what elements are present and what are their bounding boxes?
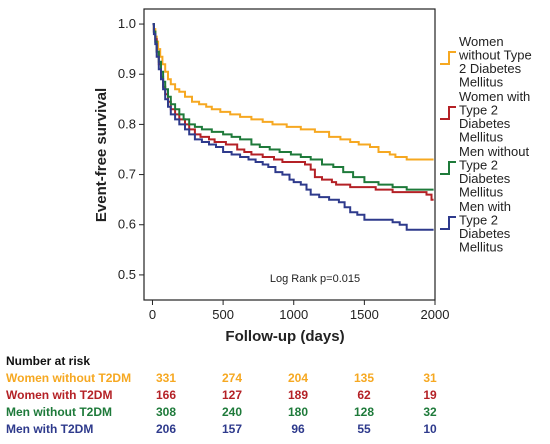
legend-swatch [440, 106, 456, 120]
survival-series [152, 23, 434, 231]
risk-count: 10 [423, 422, 437, 436]
legend-label-line: Women with [459, 89, 530, 104]
x-tick-label: 1500 [350, 307, 379, 322]
series-line-2 [152, 23, 434, 201]
x-axis-title: Follow-up (days) [225, 328, 344, 345]
risk-count: 135 [353, 371, 375, 385]
legend-label-line: Men with [459, 199, 511, 214]
legend-label-line: Diabetes [459, 171, 511, 186]
series-line-4 [152, 23, 434, 231]
x-tick-label: 500 [212, 307, 234, 322]
risk-row-label: Men without T2DM [6, 405, 112, 419]
legend-label-line: without Type [458, 48, 532, 63]
risk-table-title: Number at risk [6, 354, 91, 368]
risk-count: 166 [155, 388, 177, 402]
legend-label-line: Type 2 [459, 213, 498, 228]
series-line-1 [152, 23, 434, 161]
y-tick-label: 0.6 [118, 217, 136, 232]
legend-label-line: 2 Diabetes [459, 61, 522, 76]
risk-count: 96 [291, 422, 305, 436]
x-tick-label: 2000 [421, 307, 450, 322]
survival-chart: 0.5 0.6 0.7 0.8 0.9 1.0 0 500 1000 1500 2000 Wome… [93, 8, 532, 345]
risk-count: 331 [155, 371, 177, 385]
risk-row-label: Men with T2DM [6, 422, 94, 436]
legend-label-line: Mellitus [459, 185, 504, 200]
legend-label-line: Diabetes [459, 226, 511, 241]
legend-label-line: Women [459, 34, 504, 49]
x-axis-ticks: 0 500 1000 1500 2000 [149, 300, 450, 322]
risk-row-label: Women with T2DM [6, 388, 113, 402]
risk-count: 31 [423, 371, 437, 385]
risk-row: Men with T2DM 206 157 96 55 10 [6, 421, 546, 438]
legend-label-line: Mellitus [459, 130, 504, 145]
series-line-3 [152, 23, 434, 191]
risk-row: Men without T2DM 308 240 180 128 32 [6, 404, 546, 421]
risk-count: 62 [357, 388, 371, 402]
y-tick-label: 0.7 [118, 167, 136, 182]
x-tick-label: 1000 [279, 307, 308, 322]
risk-count: 157 [221, 422, 243, 436]
legend-swatch [440, 216, 456, 230]
risk-count: 32 [423, 405, 437, 419]
y-axis-title: Event-free survival [93, 88, 110, 222]
log-rank-annotation: Log Rank p=0.015 [270, 273, 360, 285]
legend-label-line: Diabetes [459, 116, 511, 131]
risk-table-rows: Women without T2DM 331 274 204 135 31 Women wi… [6, 370, 546, 438]
risk-count: 19 [423, 388, 437, 402]
risk-count: 204 [287, 371, 309, 385]
risk-count: 55 [357, 422, 371, 436]
risk-count: 240 [221, 405, 243, 419]
x-tick-label: 0 [149, 307, 156, 322]
risk-count: 189 [287, 388, 309, 402]
risk-row: Women without T2DM 331 274 204 135 31 [6, 370, 546, 387]
legend-label-line: Type 2 [459, 158, 498, 173]
y-tick-label: 0.5 [118, 267, 136, 282]
legend-swatch [440, 161, 456, 175]
y-axis-ticks: 0.5 0.6 0.7 0.8 0.9 1.0 [118, 16, 144, 282]
risk-count: 206 [155, 422, 177, 436]
risk-count: 128 [353, 405, 375, 419]
y-tick-label: 1.0 [118, 16, 136, 31]
risk-row: Women with T2DM 166 127 189 62 19 [6, 387, 546, 404]
legend-label-line: Type 2 [459, 103, 498, 118]
risk-count: 308 [155, 405, 177, 419]
legend-swatch [440, 51, 456, 65]
plot-frame [143, 8, 436, 301]
legend-label-line: Mellitus [459, 240, 504, 255]
risk-count: 180 [287, 405, 309, 419]
number-at-risk-table: Number at risk Women without T2DM 331 274 2… [6, 353, 546, 438]
risk-count: 274 [221, 371, 243, 385]
risk-count: 127 [221, 388, 243, 402]
legend-label-line: Men without [459, 144, 529, 159]
y-tick-label: 0.8 [118, 116, 136, 131]
risk-row-label: Women without T2DM [6, 371, 132, 385]
y-tick-label: 0.9 [118, 66, 136, 81]
legend-label-line: Mellitus [459, 75, 504, 90]
